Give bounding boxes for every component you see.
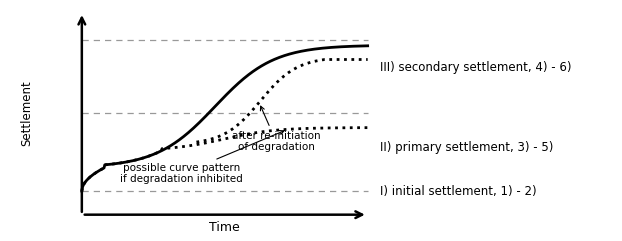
Text: III) secondary settlement, 4) - 6): III) secondary settlement, 4) - 6) <box>380 61 572 74</box>
Text: possible curve pattern
if degradation inhibited: possible curve pattern if degradation in… <box>121 131 284 184</box>
Text: II) primary settlement, 3) - 5): II) primary settlement, 3) - 5) <box>380 141 553 154</box>
Text: Settlement: Settlement <box>21 80 34 146</box>
Text: after re-initiation
of degradation: after re-initiation of degradation <box>232 106 320 152</box>
Text: I) initial settlement, 1) - 2): I) initial settlement, 1) - 2) <box>380 185 536 198</box>
Text: Time: Time <box>210 221 240 234</box>
